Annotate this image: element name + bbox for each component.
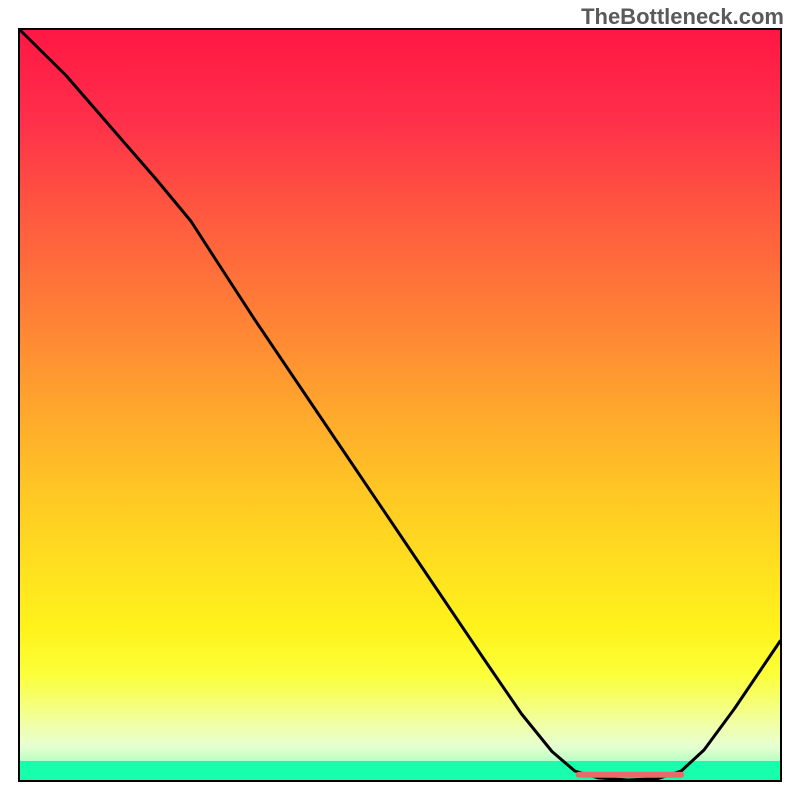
- curve-svg: [20, 30, 780, 780]
- chart-container: TheBottleneck.com: [0, 0, 800, 800]
- bottleneck-curve: [20, 30, 780, 780]
- plot-area: [18, 28, 782, 782]
- watermark-label: TheBottleneck.com: [581, 4, 784, 30]
